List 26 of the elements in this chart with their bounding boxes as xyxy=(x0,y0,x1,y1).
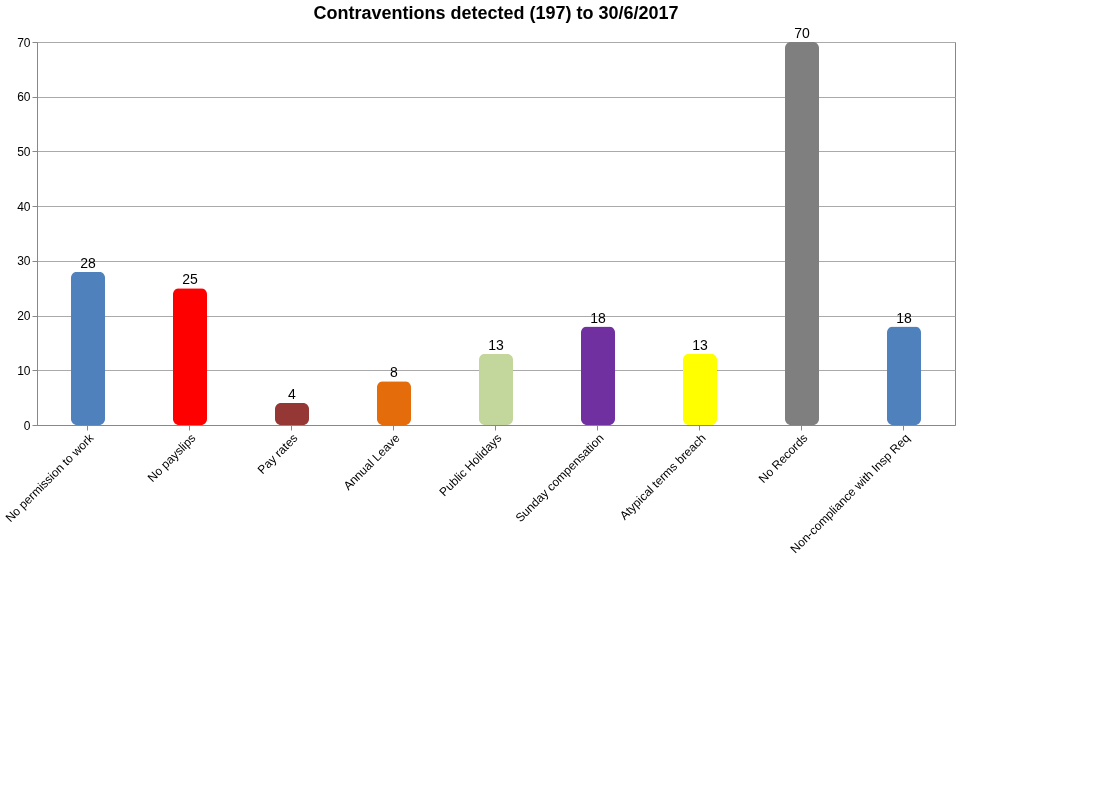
data-label: 28 xyxy=(80,254,96,271)
data-label: 8 xyxy=(390,364,399,381)
data-label: 4 xyxy=(288,386,297,403)
bar xyxy=(683,353,717,425)
bar xyxy=(581,326,615,425)
bar xyxy=(71,271,105,425)
y-tick-label: 20 xyxy=(17,309,31,324)
data-label: 18 xyxy=(896,309,912,326)
y-tick-label: 30 xyxy=(17,254,31,269)
bar xyxy=(479,353,513,425)
chart-title: Contraventions detected (197) to 30/6/2017 xyxy=(313,3,679,23)
y-tick-label: 60 xyxy=(17,90,31,105)
bar xyxy=(377,381,411,425)
bar xyxy=(173,288,207,425)
data-label: 25 xyxy=(182,271,198,288)
bar xyxy=(887,326,921,425)
bar xyxy=(275,403,309,425)
y-tick-label: 50 xyxy=(17,144,31,159)
y-tick-label: 70 xyxy=(17,35,31,50)
data-label: 13 xyxy=(692,336,708,353)
data-label: 18 xyxy=(590,309,606,326)
y-tick-label: 40 xyxy=(17,199,31,214)
y-tick-label: 0 xyxy=(23,418,31,433)
data-label: 70 xyxy=(794,25,810,41)
data-label: 13 xyxy=(488,336,504,353)
y-tick-label: 10 xyxy=(17,363,31,378)
